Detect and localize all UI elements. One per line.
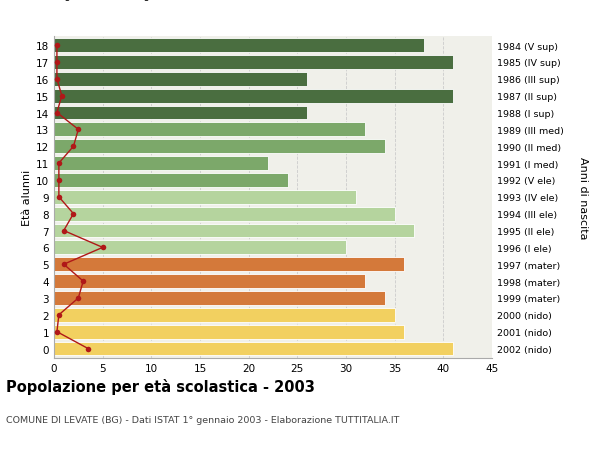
Bar xyxy=(54,123,365,137)
Bar xyxy=(54,190,356,204)
Text: COMUNE DI LEVATE (BG) - Dati ISTAT 1° gennaio 2003 - Elaborazione TUTTITALIA.IT: COMUNE DI LEVATE (BG) - Dati ISTAT 1° ge… xyxy=(6,415,400,425)
Bar xyxy=(54,140,385,154)
Bar xyxy=(54,106,307,120)
Bar xyxy=(54,342,453,356)
Bar xyxy=(54,174,287,187)
Bar xyxy=(54,56,453,70)
Legend: Sec. II grado, Sec. I grado, Scuola Primaria, Scuola Infanzia, Asilo Nido, Stran: Sec. II grado, Sec. I grado, Scuola Prim… xyxy=(13,0,502,5)
Bar xyxy=(54,241,346,255)
Bar xyxy=(54,325,404,339)
Bar xyxy=(54,157,268,171)
Y-axis label: Età alunni: Età alunni xyxy=(22,169,32,225)
Bar xyxy=(54,258,404,272)
Bar xyxy=(54,224,414,238)
Bar xyxy=(54,291,385,305)
Bar xyxy=(54,274,365,288)
Bar xyxy=(54,39,424,53)
Text: Popolazione per età scolastica - 2003: Popolazione per età scolastica - 2003 xyxy=(6,379,315,395)
Bar xyxy=(54,308,395,322)
Bar xyxy=(54,73,307,86)
Y-axis label: Anni di nascita: Anni di nascita xyxy=(578,156,587,239)
Bar xyxy=(54,90,453,103)
Bar xyxy=(54,207,395,221)
